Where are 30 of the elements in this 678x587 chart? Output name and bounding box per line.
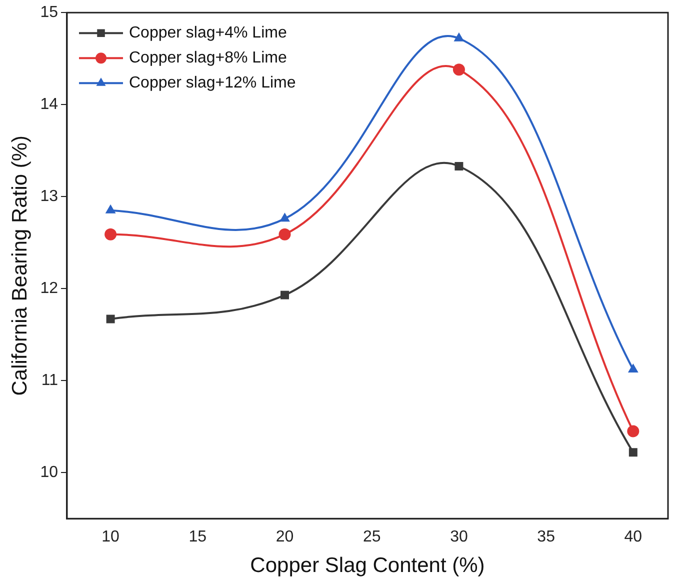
- x-tick-label: 15: [188, 528, 207, 546]
- point: [454, 32, 464, 42]
- point: [452, 64, 465, 76]
- x-tick-label: 20: [276, 528, 294, 546]
- y-tick-label: 15: [40, 4, 58, 22]
- point: [627, 425, 640, 438]
- y-tick-label: 10: [40, 464, 58, 482]
- point: [628, 364, 638, 373]
- y-tick-label: 13: [40, 188, 58, 206]
- x-tick-label: 40: [624, 528, 642, 546]
- y-tick-label: 14: [40, 96, 58, 114]
- legend-label: Copper slag+4% Lime: [128, 24, 287, 42]
- point: [454, 162, 464, 170]
- x-tick-label: 10: [102, 528, 120, 546]
- legend-label: Copper slag+12% Lime: [128, 74, 296, 92]
- x-axis-title: Copper Slag Content (%): [250, 554, 485, 578]
- y-tick-label: 12: [40, 280, 58, 298]
- point: [280, 290, 289, 300]
- point: [106, 314, 115, 324]
- x-tick-label: 35: [537, 528, 556, 546]
- point: [104, 228, 117, 240]
- point: [278, 228, 291, 240]
- y-axis-title: California Bearing Ratio (%): [8, 135, 32, 396]
- y-tick-label: 11: [41, 372, 58, 390]
- x-tick-label: 30: [450, 528, 468, 546]
- legend-label: Copper slag+8% Lime: [128, 50, 287, 67]
- point: [105, 204, 116, 214]
- point: [280, 212, 290, 222]
- x-tick-label: 25: [362, 528, 381, 546]
- point: [628, 448, 638, 457]
